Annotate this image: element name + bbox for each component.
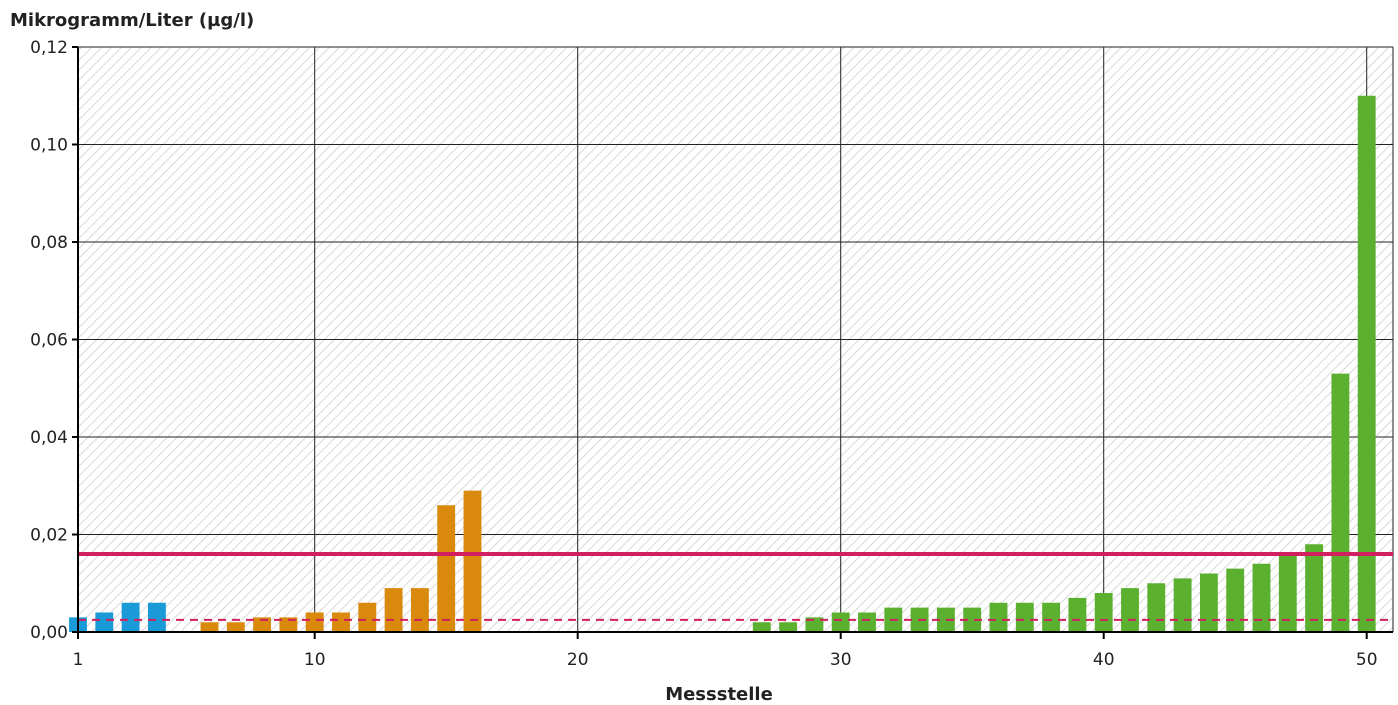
bar (384, 588, 403, 632)
bar (1199, 573, 1218, 632)
bar (410, 588, 429, 632)
bar (831, 612, 850, 632)
y-tick-labels: 0,00 0,02 0,04 0,06 0,08 0,10 0,12 (30, 38, 68, 643)
y-axis-title: Mikrogramm/Liter (µg/l) (10, 10, 254, 31)
bar (1147, 583, 1166, 632)
bar (1042, 602, 1061, 632)
bar (279, 617, 298, 632)
y-tick-label: 0,06 (30, 331, 68, 351)
bar (805, 617, 824, 632)
bar (779, 622, 798, 632)
bar (200, 622, 219, 632)
bar (989, 602, 1008, 632)
bar (1015, 602, 1034, 632)
x-tick-label: 10 (304, 650, 326, 670)
x-axis-title: Messstelle (665, 684, 773, 705)
bar (332, 612, 350, 632)
bar (437, 505, 456, 632)
y-tick-label: 0,00 (30, 623, 68, 643)
bar (226, 622, 245, 632)
bar (121, 602, 140, 632)
x-tick-label: 30 (830, 650, 852, 670)
x-tick-labels: 1 10 20 30 40 50 (73, 650, 1378, 670)
bar (1173, 578, 1192, 632)
axes (72, 46, 1393, 639)
bar (858, 612, 876, 632)
bar (305, 612, 324, 632)
bar (1226, 568, 1245, 632)
bar (358, 602, 377, 632)
bar (936, 607, 955, 632)
bar (1357, 95, 1376, 632)
y-tick-label: 0,08 (30, 233, 68, 253)
bar (963, 607, 982, 632)
reference-lines (78, 552, 1393, 621)
x-tick-label: 1 (73, 650, 84, 670)
bar (752, 622, 771, 632)
y-tick-label: 0,02 (30, 526, 68, 546)
bar (1305, 544, 1324, 632)
y-tick-label: 0,04 (30, 428, 68, 448)
bar (1331, 373, 1350, 632)
x-tick-label: 50 (1356, 650, 1378, 670)
bar (147, 602, 166, 632)
bar (1121, 588, 1139, 632)
y-tick-label: 0,10 (30, 136, 68, 156)
bars (69, 95, 1376, 632)
bar (1094, 593, 1113, 632)
bar (1278, 554, 1297, 632)
x-tick-label: 20 (567, 650, 589, 670)
x-tick-label: 40 (1093, 650, 1115, 670)
bar (463, 490, 482, 632)
y-tick-label: 0,12 (30, 38, 68, 58)
bar (95, 612, 114, 632)
bar (253, 617, 272, 632)
bar (1068, 597, 1087, 632)
bar (1252, 563, 1271, 632)
